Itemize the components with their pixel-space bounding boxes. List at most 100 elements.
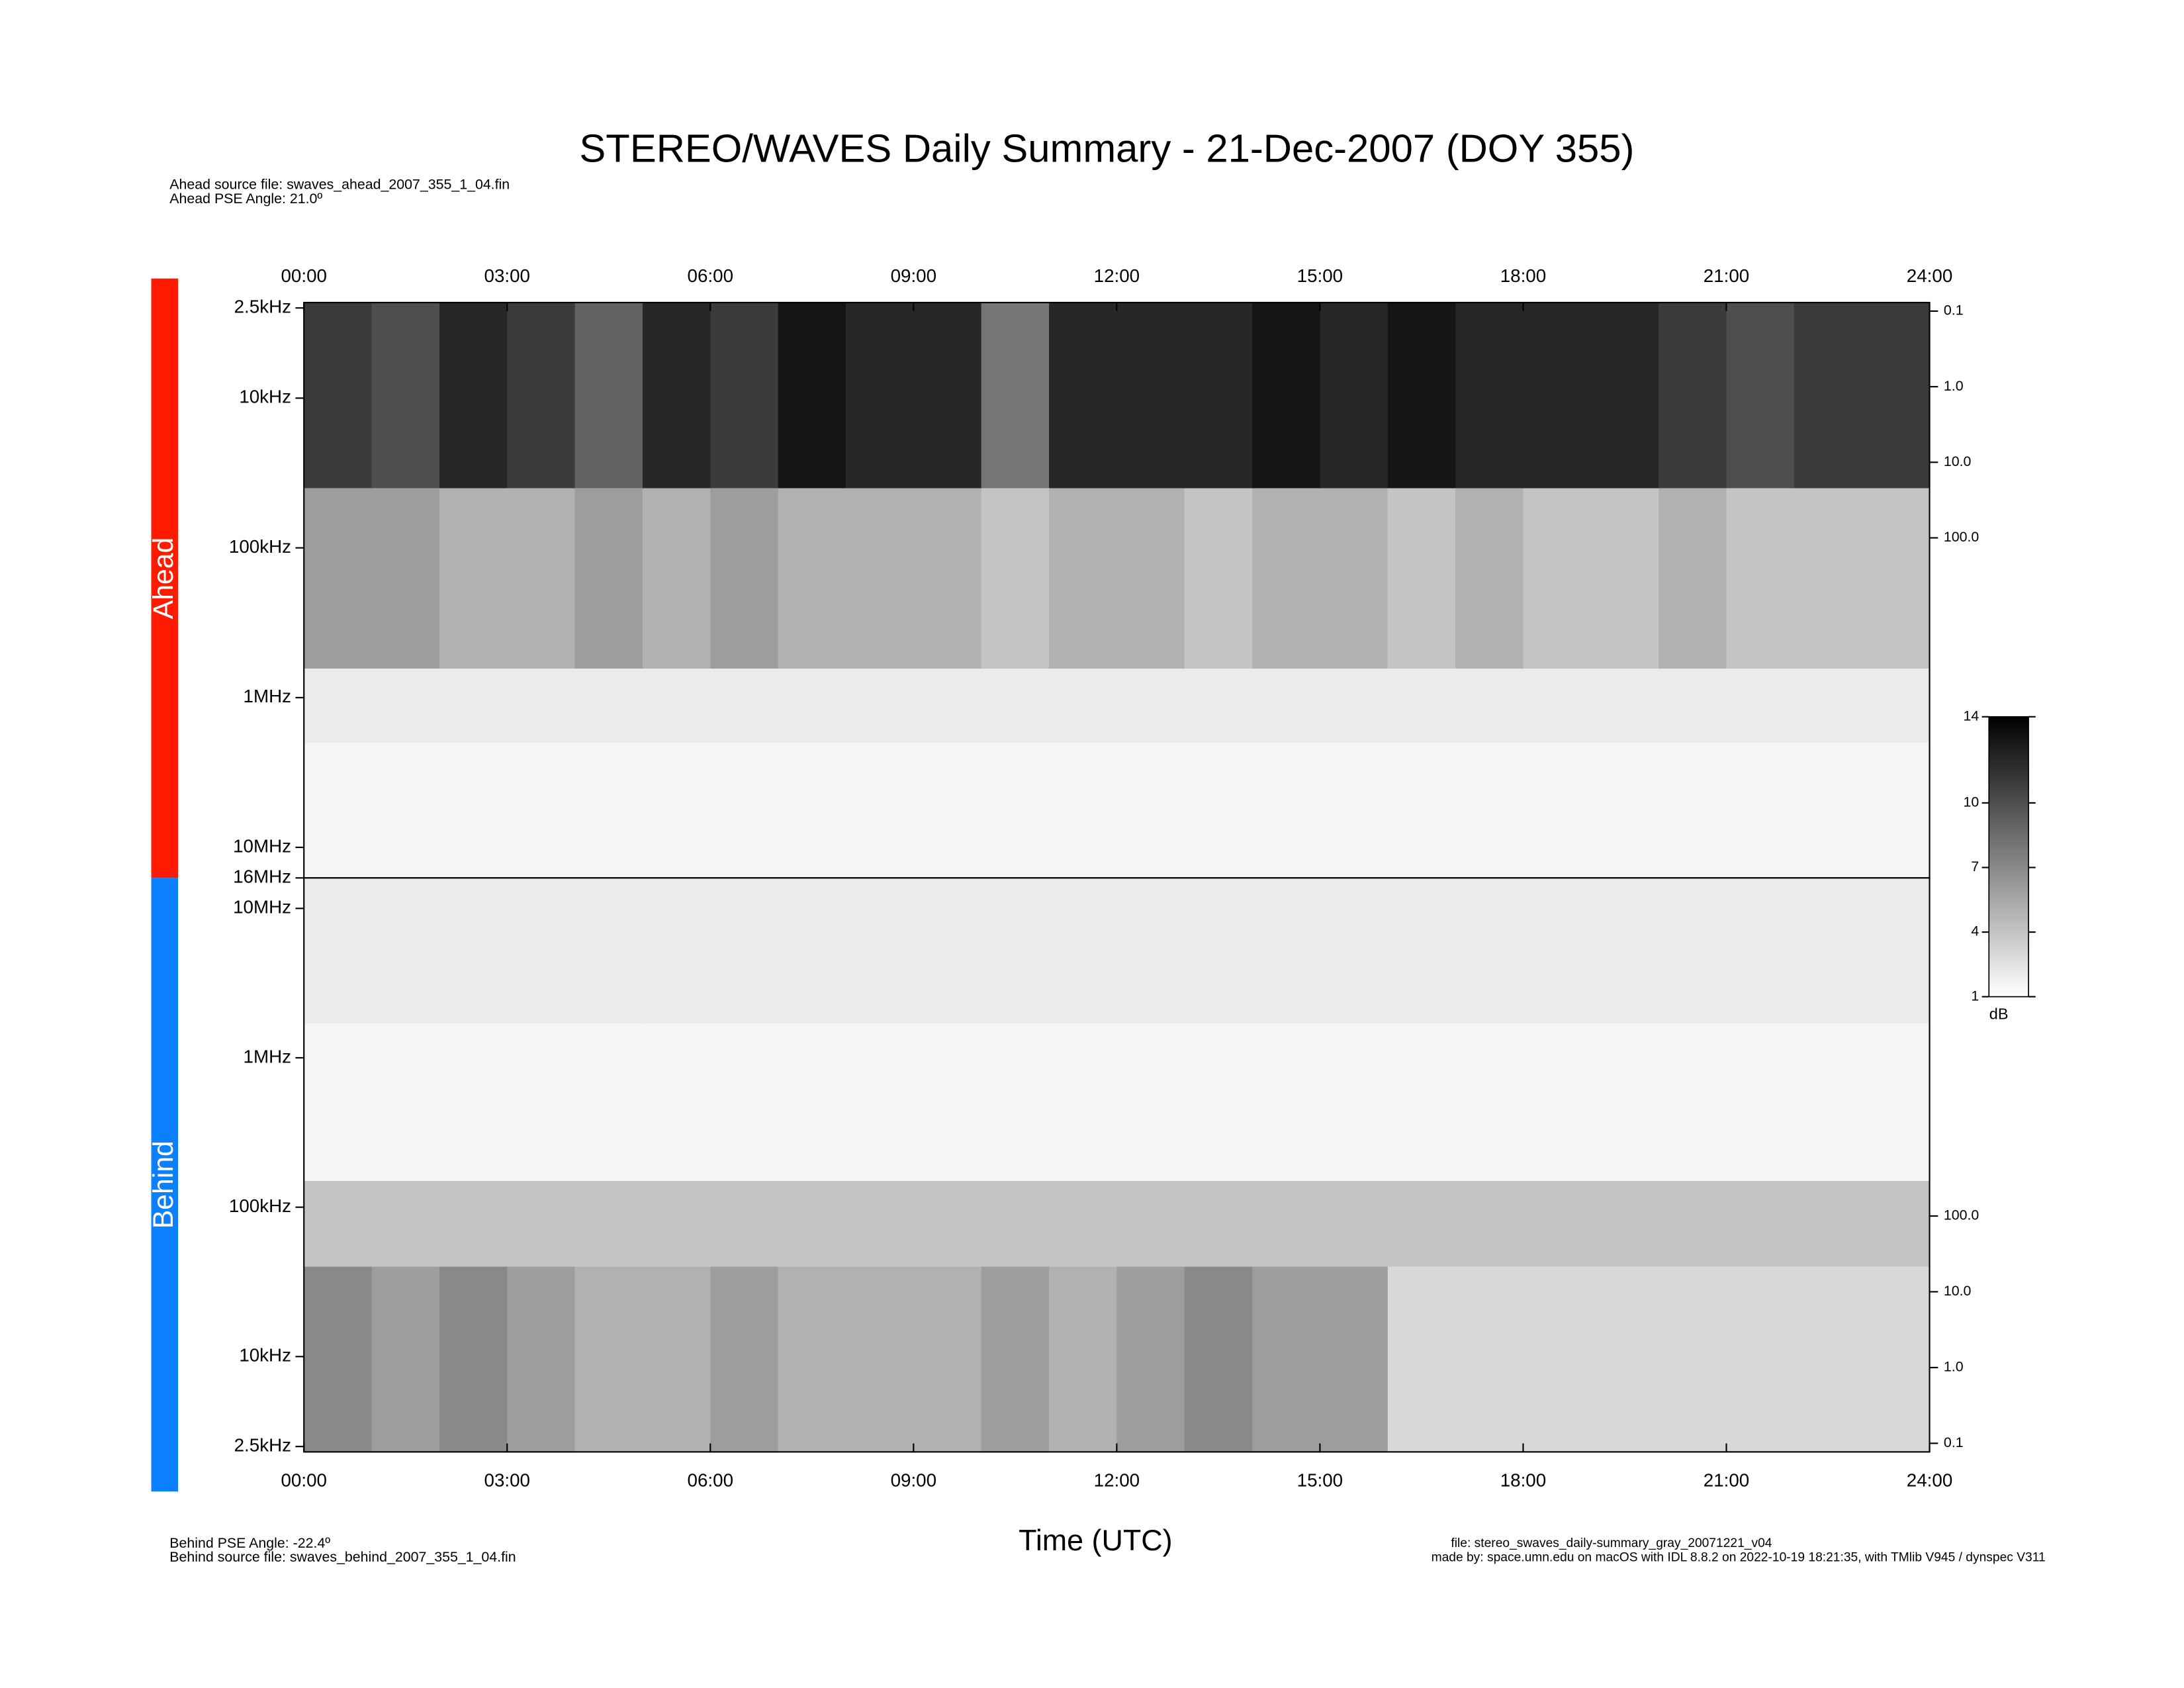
spectrogram-cell: [1455, 1266, 1524, 1452]
spectrogram-cell: [304, 488, 373, 669]
spectrogram-cell: [1794, 669, 1862, 743]
spectrogram-cell: [710, 742, 779, 878]
chart-title: STEREO/WAVES Daily Summary - 21-Dec-2007…: [579, 126, 1634, 170]
spectrogram-cell: [1590, 1266, 1659, 1452]
spectrogram-cell: [981, 669, 1050, 743]
spectrogram-cell: [778, 303, 846, 489]
spectrogram-cell: [304, 1180, 373, 1267]
spectrogram-cell: [710, 878, 779, 1023]
spectrogram-cell: [1523, 1023, 1592, 1181]
spectrogram-cell: [1320, 1266, 1388, 1452]
spectrogram-cell: [371, 1266, 440, 1452]
spectrogram-cell: [1455, 878, 1524, 1023]
spectrogram-cell: [1184, 1266, 1253, 1452]
spectrogram-cell: [1523, 742, 1592, 878]
spectrogram-cell: [778, 878, 846, 1023]
spectrogram-cell: [1049, 303, 1118, 489]
spectrogram-cell: [845, 1180, 914, 1267]
spectrogram-cell: [1523, 1180, 1592, 1267]
spectrogram-cell: [1252, 742, 1321, 878]
spectrogram-cell: [1049, 669, 1118, 743]
spectrogram-cell: [1184, 669, 1253, 743]
spectrogram-cell: [981, 1266, 1050, 1452]
spectrogram-cell: [778, 1023, 846, 1181]
y-tick-label: 2.5kHz: [234, 1434, 291, 1455]
x-tick-label: 09:00: [891, 1470, 936, 1491]
spectrogram-cell: [1726, 488, 1795, 669]
spectrogram-cell: [1252, 303, 1321, 489]
spectrogram-cell: [574, 1023, 643, 1181]
spectrogram-cell: [1387, 1023, 1456, 1181]
panel-name: Behind: [148, 1141, 179, 1229]
spectrogram-cell: [1726, 1180, 1795, 1267]
x-tick-label: 03:00: [484, 1470, 530, 1491]
colorbar-tick-label: 1: [1971, 988, 1979, 1004]
spectrogram-cell: [439, 1023, 508, 1181]
spectrogram-cell: [642, 1266, 711, 1452]
spectrogram-cell: [371, 742, 440, 878]
spectrogram-cell: [778, 669, 846, 743]
spectrogram-cell: [1659, 488, 1727, 669]
spectrogram-cell: [642, 303, 711, 489]
spectrogram-cell: [913, 303, 982, 489]
spectrogram-cell: [710, 1266, 779, 1452]
x-tick-label: 03:00: [484, 265, 530, 286]
spectrogram-cell: [1659, 1266, 1727, 1452]
y2-tick-label: 10.0: [1944, 1283, 1972, 1299]
spectrogram-cell: [1862, 488, 1931, 669]
spectrogram-cell: [1116, 1180, 1185, 1267]
spectrogram-cell: [845, 742, 914, 878]
spectrogram-cell: [1320, 303, 1388, 489]
spectrogram-cell: [1794, 303, 1862, 489]
y2-tick-label: 1.0: [1944, 1359, 1964, 1375]
spectrogram-cell: [507, 303, 576, 489]
note: made by: space.umn.edu on macOS with IDL…: [1432, 1551, 2046, 1565]
y-tick-label: 100kHz: [229, 536, 291, 557]
spectrogram-cell: [574, 303, 643, 489]
x-axis-label: Time (UTC): [1019, 1523, 1172, 1557]
spectrogram-cell: [507, 742, 576, 878]
spectrogram-cell: [1049, 878, 1118, 1023]
spectrogram-cell: [439, 488, 508, 669]
spectrogram-cell: [845, 669, 914, 743]
spectrogram-cell: [642, 1180, 711, 1267]
spectrogram-cell: [371, 1023, 440, 1181]
note: Behind PSE Angle: -22.4º: [169, 1535, 330, 1551]
spectrogram-cell: [913, 488, 982, 669]
spectrogram-cell: [1862, 1180, 1931, 1267]
y-tick-label: 10kHz: [239, 387, 291, 407]
spectrogram-cell: [1794, 1023, 1862, 1181]
spectrogram-cell: [304, 669, 373, 743]
spectrogram-cell: [1794, 1266, 1862, 1452]
x-tick-label: 00:00: [281, 1470, 326, 1491]
spectrogram-cell: [371, 669, 440, 743]
spectrogram-cell: [1184, 742, 1253, 878]
spectrogram-cell: [778, 488, 846, 669]
spectrogram-cell: [1049, 488, 1118, 669]
spectrogram-cell: [439, 303, 508, 489]
spectrogram-cell: [371, 1180, 440, 1267]
spectrogram-cell: [981, 1180, 1050, 1267]
x-tick-label: 18:00: [1500, 1470, 1546, 1491]
y-tick-label: 1MHz: [244, 1046, 291, 1066]
spectrogram-cell: [1252, 669, 1321, 743]
spectrogram-cell: [1590, 742, 1659, 878]
y-tick-label: 100kHz: [229, 1196, 291, 1216]
spectrogram-cell: [1455, 1023, 1524, 1181]
spectrogram-cell: [845, 1023, 914, 1181]
spectrogram-cell: [913, 1180, 982, 1267]
spectrogram-cell: [507, 488, 576, 669]
spectrogram-cell: [371, 878, 440, 1023]
spectrogram-cell: [1455, 742, 1524, 878]
spectrogram-cell: [913, 1023, 982, 1181]
spectrogram-cell: [1862, 303, 1931, 489]
spectrogram-cell: [574, 1266, 643, 1452]
colorbar-tick-label: 10: [1964, 794, 1979, 810]
spectrogram-cell: [1252, 488, 1321, 669]
spectrogram-cell: [574, 1180, 643, 1267]
y-tick-label: 1MHz: [244, 686, 291, 706]
spectrogram-cell: [1252, 1023, 1321, 1181]
spectrogram-cell: [981, 878, 1050, 1023]
y-tick-label: 10MHz: [233, 897, 291, 917]
